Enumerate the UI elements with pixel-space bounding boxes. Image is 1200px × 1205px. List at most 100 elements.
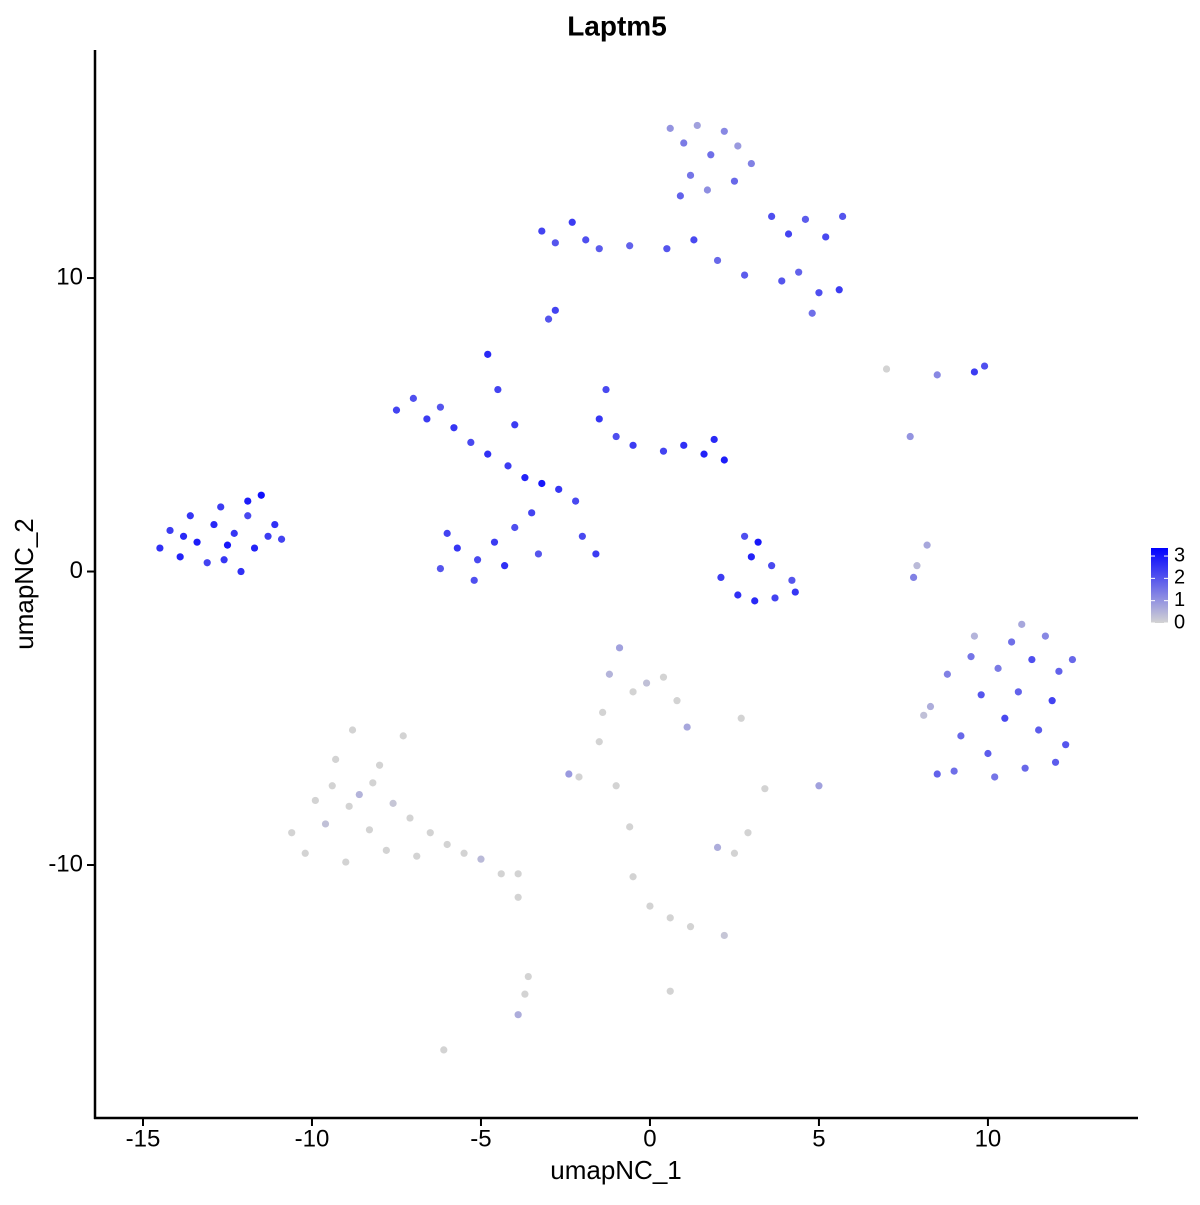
x-tick-label: -10 — [295, 1125, 330, 1152]
point — [784, 230, 793, 238]
point — [156, 544, 164, 552]
point — [957, 732, 965, 740]
x-axis-label: umapNC_1 — [550, 1155, 682, 1185]
point — [659, 673, 668, 681]
point — [511, 523, 519, 532]
point — [984, 749, 992, 758]
point — [906, 432, 914, 441]
point — [230, 529, 238, 537]
point — [747, 553, 755, 561]
point — [528, 509, 536, 517]
point — [578, 532, 586, 540]
point — [747, 159, 755, 168]
point — [673, 697, 681, 705]
point — [734, 591, 742, 599]
point — [808, 309, 816, 317]
point — [440, 1046, 448, 1054]
point — [244, 497, 252, 505]
point — [582, 236, 590, 244]
point — [977, 691, 985, 699]
point — [599, 708, 607, 717]
colorbar-label: 2 — [1174, 567, 1185, 589]
point — [778, 277, 786, 285]
point — [909, 573, 918, 581]
point — [626, 823, 634, 831]
points — [156, 121, 1077, 1054]
point — [768, 212, 776, 221]
point — [521, 990, 529, 998]
point — [1028, 655, 1036, 664]
point — [1062, 741, 1070, 749]
point — [666, 987, 674, 995]
point — [1007, 638, 1016, 646]
point — [754, 538, 762, 546]
y-tick-label: 10 — [56, 263, 83, 290]
point — [568, 218, 576, 226]
point — [490, 538, 499, 546]
point — [839, 212, 847, 221]
point — [321, 820, 330, 828]
point — [771, 594, 779, 602]
y-tick-label: 0 — [70, 557, 83, 584]
point — [220, 556, 228, 564]
point — [943, 670, 951, 678]
point — [950, 767, 958, 775]
point — [524, 972, 532, 981]
point — [511, 421, 519, 429]
point — [666, 124, 674, 132]
point — [534, 550, 543, 558]
point — [244, 512, 252, 520]
point — [991, 773, 999, 781]
point — [514, 893, 522, 901]
point — [1018, 620, 1026, 628]
point — [271, 520, 279, 529]
point — [1048, 697, 1056, 705]
point — [1014, 688, 1022, 696]
point — [450, 424, 458, 432]
point — [920, 711, 928, 719]
point — [203, 559, 211, 567]
y-axis-label: umapNC_2 — [9, 518, 39, 650]
point — [332, 755, 340, 763]
x-tick-label: 0 — [643, 1125, 656, 1152]
point — [409, 394, 417, 402]
point — [538, 479, 546, 488]
point — [801, 215, 810, 223]
point — [369, 779, 377, 787]
point — [913, 562, 921, 570]
point — [443, 840, 451, 849]
point — [342, 858, 350, 866]
point — [970, 368, 979, 376]
point — [629, 873, 637, 881]
point — [399, 732, 407, 740]
chart-title: Laptm5 — [567, 10, 667, 41]
point — [311, 796, 319, 805]
point — [740, 271, 749, 279]
point — [470, 576, 478, 584]
point — [730, 849, 739, 857]
colorbar — [1151, 548, 1168, 623]
point — [815, 782, 823, 790]
point — [595, 415, 603, 423]
point — [501, 562, 509, 570]
point — [629, 441, 637, 449]
point — [484, 350, 492, 358]
point — [555, 485, 563, 493]
point — [426, 829, 434, 837]
point — [365, 826, 374, 834]
point — [703, 186, 712, 194]
point — [382, 846, 390, 854]
point — [257, 491, 265, 499]
point — [1051, 758, 1060, 766]
point — [237, 567, 245, 576]
point — [538, 227, 546, 235]
point — [629, 688, 637, 696]
point — [666, 914, 674, 922]
point — [392, 406, 401, 414]
point — [720, 456, 728, 464]
point — [768, 562, 776, 570]
point — [544, 315, 553, 323]
point — [933, 770, 941, 778]
point — [683, 723, 691, 731]
